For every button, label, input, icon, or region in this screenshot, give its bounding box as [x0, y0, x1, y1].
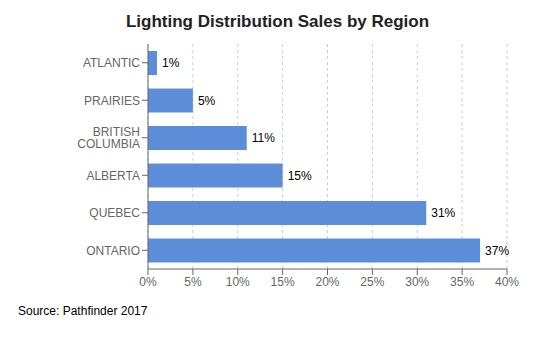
svg-text:37%: 37%	[485, 244, 509, 258]
svg-text:BRITISHCOLUMBIA: BRITISHCOLUMBIA	[77, 125, 140, 151]
svg-text:PRAIRIES: PRAIRIES	[84, 94, 140, 108]
svg-text:40%: 40%	[495, 275, 519, 289]
svg-text:ATLANTIC: ATLANTIC	[83, 56, 140, 70]
html-text:Source: Pathfinder 2017: Source: Pathfinder 2017	[18, 304, 148, 318]
svg-text:20%: 20%	[315, 275, 339, 289]
svg-text:35%: 35%	[450, 275, 474, 289]
svg-text:ONTARIO: ONTARIO	[86, 244, 140, 258]
svg-text:10%: 10%	[226, 275, 250, 289]
svg-text:ALBERTA: ALBERTA	[86, 169, 140, 183]
svg-text:25%: 25%	[360, 275, 384, 289]
svg-text:15%: 15%	[271, 275, 295, 289]
svg-text:15%: 15%	[288, 169, 312, 183]
svg-text:31%: 31%	[431, 206, 455, 220]
svg-text:1%: 1%	[162, 56, 180, 70]
svg-text:QUEBEC: QUEBEC	[89, 206, 140, 220]
html-text:Lighting Distribution Sales by: Lighting Distribution Sales by Region	[125, 12, 430, 31]
svg-text:5%: 5%	[184, 275, 202, 289]
svg-text:30%: 30%	[405, 275, 429, 289]
svg-text:11%: 11%	[252, 131, 275, 145]
svg-text:5%: 5%	[198, 94, 216, 108]
svg-text:0%: 0%	[139, 275, 157, 289]
